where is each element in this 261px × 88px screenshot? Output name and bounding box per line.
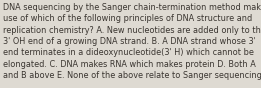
Text: replication chemistry? A. New nucleotides are added only to the: replication chemistry? A. New nucleotide… (3, 26, 261, 35)
Text: and B above E. None of the above relate to Sanger sequencing: and B above E. None of the above relate … (3, 71, 261, 80)
Text: end terminates in a dideoxynucleotide(3' H) which cannot be: end terminates in a dideoxynucleotide(3'… (3, 48, 254, 57)
Text: DNA sequencing by the Sanger chain-termination method makes: DNA sequencing by the Sanger chain-termi… (3, 3, 261, 12)
Text: elongated. C. DNA makes RNA which makes protein D. Both A: elongated. C. DNA makes RNA which makes … (3, 60, 256, 69)
Text: use of which of the following principles of DNA structure and: use of which of the following principles… (3, 14, 252, 23)
Text: 3' OH end of a growing DNA strand. B. A DNA strand whose 3': 3' OH end of a growing DNA strand. B. A … (3, 37, 256, 46)
